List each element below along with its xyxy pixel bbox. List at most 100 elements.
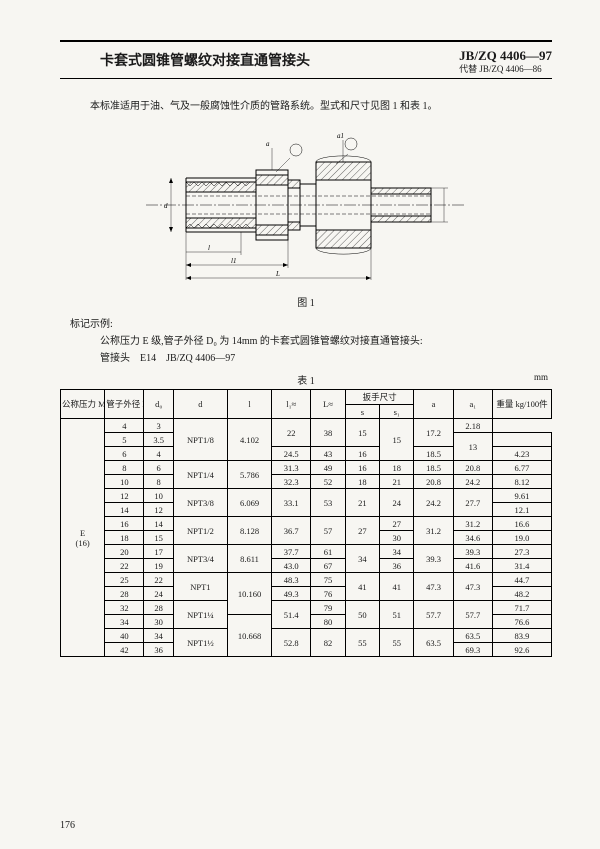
table-head: 公称压力 MPa 管子外径 D₀ d₀ d l l₁≈ L≈ 扳手尺寸 a a₁… (61, 390, 552, 419)
cell-D0: 25 (105, 573, 144, 587)
cell-d: NPT1/8 (173, 419, 227, 461)
cell-D0: 14 (105, 503, 144, 517)
cell-weight: 4.23 (492, 447, 551, 461)
cell-l1: 43.0 (272, 559, 311, 573)
cell-a: 15 (380, 419, 414, 461)
cell-weight: 92.6 (492, 643, 551, 657)
cell-l1: 48.3 (272, 573, 311, 587)
cell-d: NPT1 (173, 573, 227, 601)
cell-D0: 5 (105, 433, 144, 447)
cell-d0: 10 (144, 489, 173, 503)
cell-l1: 22 (272, 419, 311, 447)
table-row: 3228NPT1¼51.479505157.757.771.7 (61, 601, 552, 615)
cell-L: 76 (311, 587, 345, 601)
cell-weight: 44.7 (492, 573, 551, 587)
cell-d0: 17 (144, 545, 173, 559)
cell-d0: 24 (144, 587, 173, 601)
cell-a: 63.5 (414, 629, 453, 657)
cell-D0: 22 (105, 559, 144, 573)
th-weight: 重量 kg/100件 (492, 390, 551, 419)
cell-l1: 24.5 (272, 447, 311, 461)
table-row: 2017NPT3/48.61137.761343439.339.327.3 (61, 545, 552, 559)
cell-s1: 27 (380, 517, 414, 531)
table-header: 表 1 mm (60, 372, 552, 387)
cell-a1: 47.3 (453, 573, 492, 601)
th-l1: l₁≈ (272, 390, 311, 419)
cell-l: 4.102 (227, 419, 271, 461)
cell-s: 55 (345, 629, 379, 657)
cell-d: NPT1/2 (173, 517, 227, 545)
cell-s: 21 (345, 489, 379, 517)
cell-l1: 31.3 (272, 461, 311, 475)
cell-d0: 3.5 (144, 433, 173, 447)
document-title: 卡套式圆锥管螺纹对接直通管接头 (60, 48, 310, 70)
figure-1: d a a1 l1 L l (126, 120, 486, 290)
cell-D0: 34 (105, 615, 144, 629)
cell-l: 5.786 (227, 461, 271, 489)
cell-D0: 16 (105, 517, 144, 531)
cell-l: 10.668 (227, 615, 271, 657)
th-a1: a₁ (453, 390, 492, 419)
cell-weight: 48.2 (492, 587, 551, 601)
cell-d0: 22 (144, 573, 173, 587)
cell-grade: E (16) (61, 419, 105, 657)
cell-s: 50 (345, 601, 379, 629)
table-row: 86NPT1/45.78631.349161818.520.86.77 (61, 461, 552, 475)
cell-a: 18.5 (414, 461, 453, 475)
cell-d0: 8 (144, 475, 173, 489)
table-row: 2522NPT110.16048.375414147.347.344.7 (61, 573, 552, 587)
cell-l1: 51.4 (272, 601, 311, 629)
th-mpa: 公称压力 MPa (61, 390, 105, 419)
cell-L: 67 (311, 559, 345, 573)
dim-l-label: l (208, 244, 210, 252)
cell-D0: 4 (105, 419, 144, 433)
cell-s: 27 (345, 517, 379, 545)
dim-L-label: L (275, 270, 280, 278)
cell-l1: 33.1 (272, 489, 311, 517)
cell-a1: 27.7 (453, 489, 492, 517)
cell-d: NPT3/4 (173, 545, 227, 573)
cell-s: 18 (345, 475, 379, 489)
cell-L: 57 (311, 517, 345, 545)
cell-l1: 52.8 (272, 629, 311, 657)
th-wrench: 扳手尺寸 (345, 390, 414, 405)
cell-l: 8.611 (227, 545, 271, 573)
cell-d0: 30 (144, 615, 173, 629)
cell-D0: 32 (105, 601, 144, 615)
marking-heading: 标记示例: (70, 315, 552, 330)
cell-weight: 27.3 (492, 545, 551, 559)
cell-L: 53 (311, 489, 345, 517)
cell-L: 79 (311, 601, 345, 615)
th-l: l (227, 390, 271, 419)
cell-a1: 57.7 (453, 601, 492, 629)
cell-D0: 40 (105, 629, 144, 643)
cell-L: 52 (311, 475, 345, 489)
th-d0cap: 管子外径 D₀ (105, 390, 144, 419)
cell-a1: 69.3 (453, 643, 492, 657)
cell-D0: 6 (105, 447, 144, 461)
cell-s1: 16 (345, 447, 379, 461)
cell-l1: 37.7 (272, 545, 311, 559)
cell-D0: 8 (105, 461, 144, 475)
page-number: 176 (60, 820, 75, 831)
dim-a-label: a (266, 140, 270, 148)
figure-caption: 图 1 (60, 294, 552, 309)
cell-d0: 28 (144, 601, 173, 615)
cell-weight: 6.77 (492, 461, 551, 475)
table-row: 221943.0673641.631.4 (61, 559, 552, 573)
cell-L: 82 (311, 629, 345, 657)
cell-s1: 55 (380, 629, 414, 657)
cell-d0: 34 (144, 629, 173, 643)
cell-s1: 30 (380, 531, 414, 545)
th-s1: s₁ (380, 405, 414, 419)
cell-s: 13 (453, 433, 492, 461)
cell-l1: 36.7 (272, 517, 311, 545)
table-row: 10832.352182120.824.28.12 (61, 475, 552, 489)
cell-d0: 3 (144, 419, 173, 433)
th-s: s (345, 405, 379, 419)
marking-line-1: 公称压力 E 级,管子外径 D₀ 为 14mm 的卡套式圆锥管螺纹对接直通管接头… (100, 332, 552, 347)
th-d: d (173, 390, 227, 419)
table-body: E (16)43NPT1/84.1022238151517.22.1853.51… (61, 419, 552, 657)
dim-a1-label: a1 (337, 132, 344, 140)
cell-d: NPT3/8 (173, 489, 227, 517)
